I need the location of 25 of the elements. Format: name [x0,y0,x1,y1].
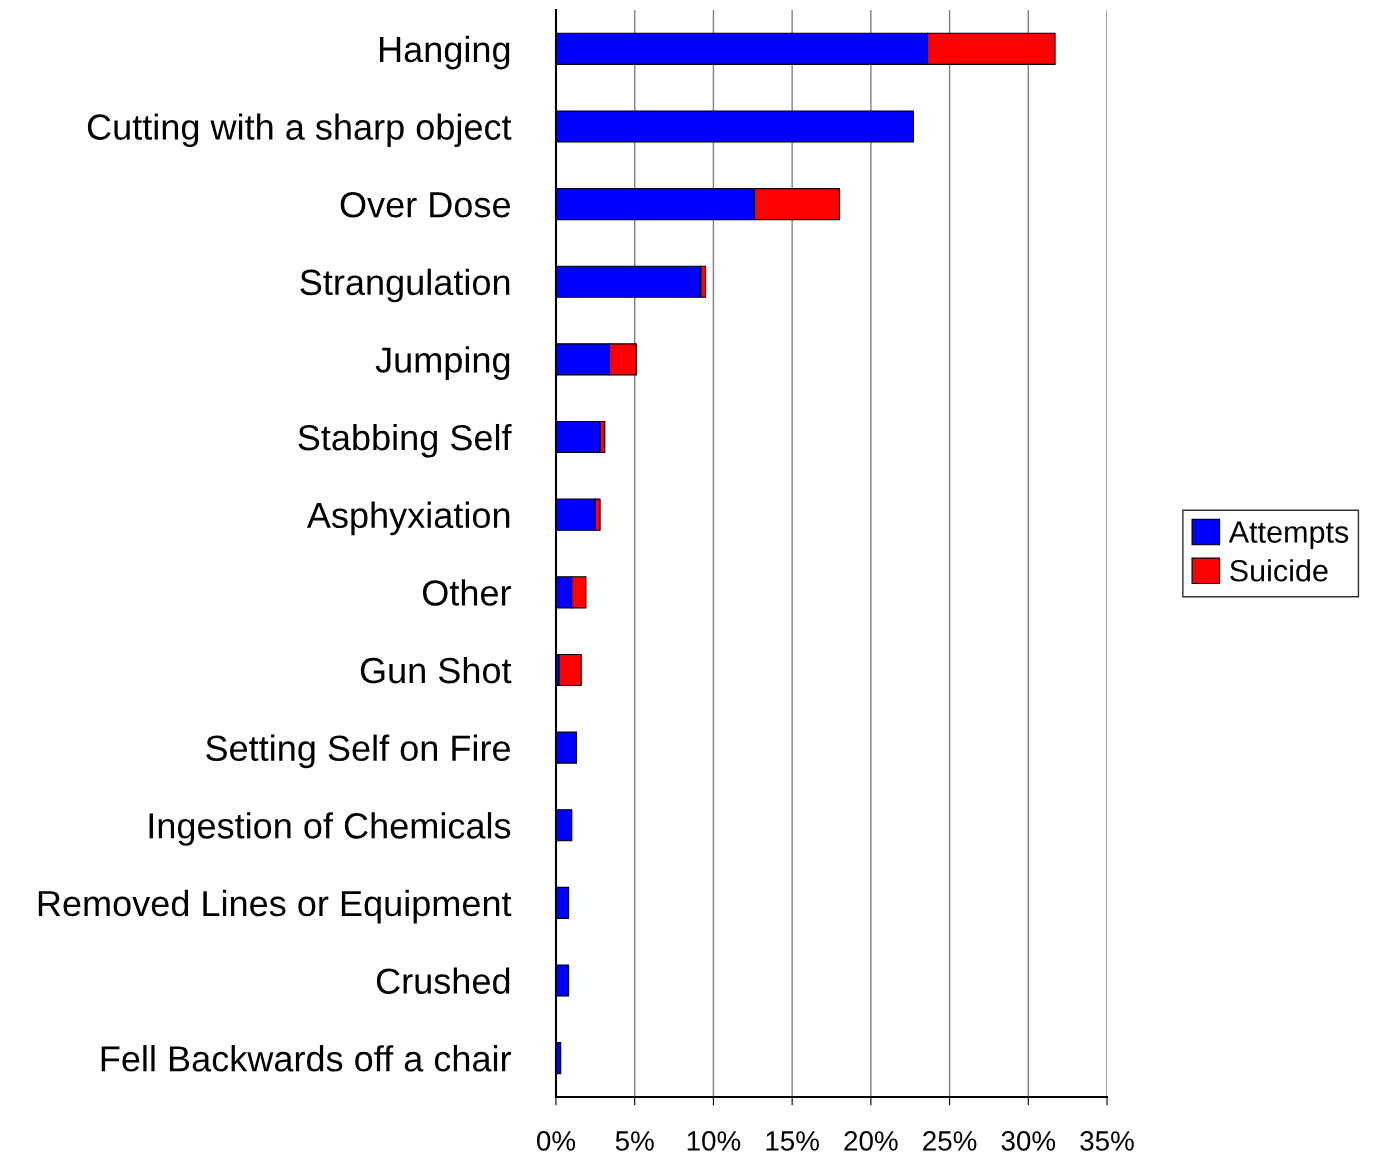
y-tick-label: Over Dose [340,191,510,218]
x-tick-label: 0% [537,1131,576,1151]
y-tick-label: Removed Lines or Equipment [38,889,512,924]
y-tick-label: Stabbing Self [298,423,512,458]
y-tick-label: Setting Self on Fire [206,734,510,769]
y-tick-label: Ingestion of Chemicals [149,812,511,846]
x-tick-label: 20% [844,1131,898,1151]
legend-label: Attempts [1228,521,1349,549]
legend-label: Suicide [1230,559,1328,582]
y-tick-label: Strangulation [300,268,510,303]
y-tick-label: Cutting with a sharp object [87,113,512,148]
y-tick-label: Crushed [376,967,510,994]
x-tick-label: 30% [1001,1131,1056,1151]
y-tick-label: Jumping [375,346,510,380]
y-tick-label: Asphyxiation [306,501,510,536]
x-tick-label: 25% [923,1131,977,1151]
x-tick-label: 15% [766,1131,819,1151]
bar [558,653,582,687]
y-tick-label: Fell Backwards off a chair [101,1045,511,1072]
x-tick-label: 10% [687,1131,741,1151]
y-tick-label: Gun Shot [360,656,512,684]
y-tick-label: Hanging [380,35,510,70]
x-tick-label: 35% [1080,1131,1134,1151]
y-tick-label: Other [422,579,511,606]
x-tick-label: 5% [615,1131,654,1151]
